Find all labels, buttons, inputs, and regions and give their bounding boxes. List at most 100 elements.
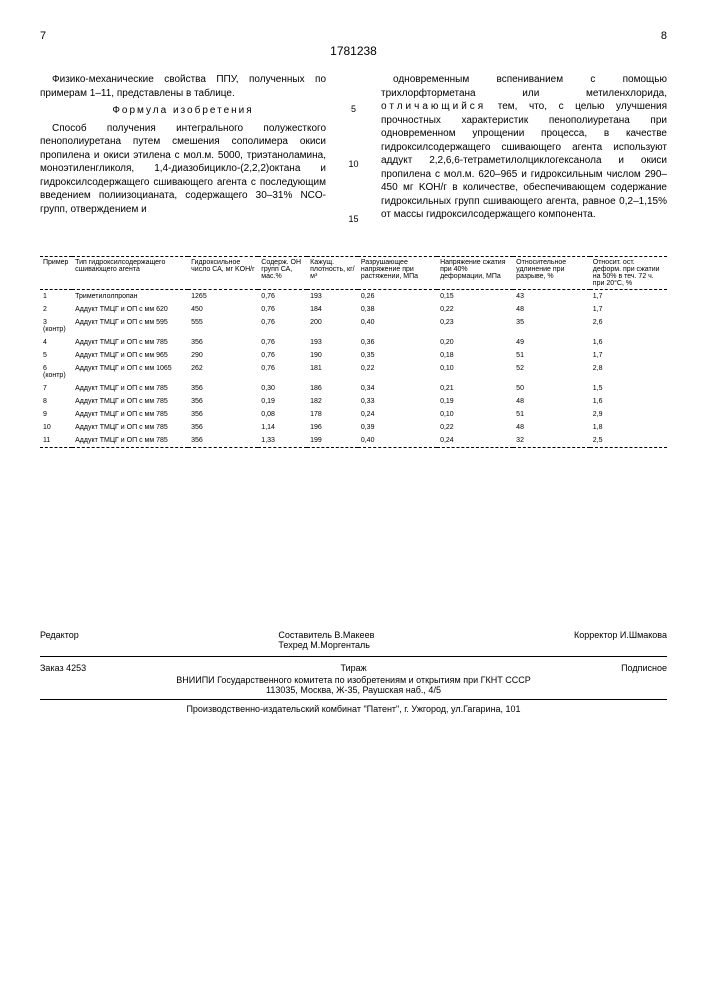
table-cell: 0,22	[437, 303, 513, 316]
table-cell: 48	[513, 395, 590, 408]
table-row: 4Аддукт ТМЦГ и ОП с мм 7853560,761930,36…	[40, 336, 667, 349]
table-cell: 0,08	[258, 408, 307, 421]
table-cell: 6 (контр)	[40, 362, 72, 382]
podpisnoe: Подписное	[621, 663, 667, 673]
col-header: Напряжение сжатия при 40% деформации, МП…	[437, 256, 513, 289]
table-cell: 200	[307, 316, 358, 336]
table-cell: 178	[307, 408, 358, 421]
table-cell: 0,76	[258, 362, 307, 382]
table-cell: 356	[188, 395, 258, 408]
table-cell: 5	[40, 349, 72, 362]
table-cell: 290	[188, 349, 258, 362]
table-cell: 0,19	[437, 395, 513, 408]
table-cell: 190	[307, 349, 358, 362]
table-cell: Аддукт ТМЦГ и ОП с мм 595	[72, 316, 188, 336]
data-table: Пример Тип гидроксилсодержащего сшивающе…	[40, 256, 667, 448]
col-header: Разрушающее напряжение при растяжении, М…	[358, 256, 437, 289]
table-cell: Аддукт ТМЦГ и ОП с мм 785	[72, 336, 188, 349]
table-cell: 9	[40, 408, 72, 421]
table-body: 1Триметилолпропан12650,761930,260,15431,…	[40, 289, 667, 447]
table-cell: Аддукт ТМЦГ и ОП с мм 785	[72, 408, 188, 421]
column-left: Физико-механические свойства ППУ, получе…	[40, 73, 326, 226]
col-header: Кажущ. плотность, кг/м³	[307, 256, 358, 289]
col-header: Относительное удлинение при разрыве, %	[513, 256, 590, 289]
table-cell: 0,40	[358, 316, 437, 336]
table-cell: 51	[513, 349, 590, 362]
table-cell: 0,10	[437, 408, 513, 421]
table-cell: 196	[307, 421, 358, 434]
line-numbers: 5 10 15	[346, 73, 361, 226]
table-cell: 186	[307, 382, 358, 395]
table-cell: 1265	[188, 289, 258, 303]
table-cell: 50	[513, 382, 590, 395]
table-row: 11Аддукт ТМЦГ и ОП с мм 7853561,331990,4…	[40, 434, 667, 448]
table-cell: 0,38	[358, 303, 437, 316]
table-header: Пример Тип гидроксилсодержащего сшивающе…	[40, 256, 667, 289]
table-cell: 2,8	[590, 362, 667, 382]
table-cell: 2,5	[590, 434, 667, 448]
table-cell: 52	[513, 362, 590, 382]
table-cell: Аддукт ТМЦГ и ОП с мм 785	[72, 382, 188, 395]
table-cell: 0,36	[358, 336, 437, 349]
table-cell: 51	[513, 408, 590, 421]
table-row: 1Триметилолпропан12650,761930,260,15431,…	[40, 289, 667, 303]
table-cell: 0,10	[437, 362, 513, 382]
table-cell: 356	[188, 434, 258, 448]
table-cell: 48	[513, 303, 590, 316]
table-cell: 2,6	[590, 316, 667, 336]
table-cell: 43	[513, 289, 590, 303]
table-cell: 262	[188, 362, 258, 382]
table-cell: Аддукт ТМЦГ и ОП с мм 785	[72, 421, 188, 434]
table-cell: 1	[40, 289, 72, 303]
footer: Редактор Составитель В.МакеевТехред М.Мо…	[40, 628, 667, 714]
table-cell: Аддукт ТМЦГ и ОП с мм 965	[72, 349, 188, 362]
table-cell: 0,15	[437, 289, 513, 303]
table-cell: 1,33	[258, 434, 307, 448]
table-cell: 0,76	[258, 316, 307, 336]
table-row: 6 (контр)Аддукт ТМЦГ и ОП с мм 10652620,…	[40, 362, 667, 382]
tirazh: Тираж	[341, 663, 367, 673]
table-cell: 193	[307, 336, 358, 349]
table-cell: 1,6	[590, 336, 667, 349]
table-cell: 48	[513, 421, 590, 434]
table-cell: 8	[40, 395, 72, 408]
page-right: 8	[661, 30, 667, 42]
col-header: Тип гидроксилсодержащего сшивающего аген…	[72, 256, 188, 289]
table-cell: 0,22	[358, 362, 437, 382]
table-cell: 0,35	[358, 349, 437, 362]
table-cell: 184	[307, 303, 358, 316]
table-row: 2Аддукт ТМЦГ и ОП с мм 6204500,761840,38…	[40, 303, 667, 316]
table-cell: 0,76	[258, 349, 307, 362]
table-cell: Аддукт ТМЦГ и ОП с мм 620	[72, 303, 188, 316]
paragraph: Способ получения интегрального полужестк…	[40, 122, 326, 217]
text-columns: Физико-механические свойства ППУ, получе…	[40, 73, 667, 226]
editor-label: Редактор	[40, 630, 79, 650]
paragraph: Физико-механические свойства ППУ, получе…	[40, 73, 326, 100]
table-row: 9Аддукт ТМЦГ и ОП с мм 7853560,081780,24…	[40, 408, 667, 421]
table-cell: 0,23	[437, 316, 513, 336]
table-row: 3 (контр)Аддукт ТМЦГ и ОП с мм 5955550,7…	[40, 316, 667, 336]
col-header: Пример	[40, 256, 72, 289]
table-cell: 0,19	[258, 395, 307, 408]
table-cell: 0,26	[358, 289, 437, 303]
table-cell: 7	[40, 382, 72, 395]
page-numbers: 7 8	[40, 30, 667, 42]
table-cell: 181	[307, 362, 358, 382]
table-cell: 0,24	[437, 434, 513, 448]
table-cell: 0,76	[258, 289, 307, 303]
table-cell: 0,21	[437, 382, 513, 395]
table-cell: 0,30	[258, 382, 307, 395]
col-header: Относит. ост. деформ. при сжатии на 50% …	[590, 256, 667, 289]
table-cell: 1,14	[258, 421, 307, 434]
table-cell: 35	[513, 316, 590, 336]
patent-number: 1781238	[40, 44, 667, 58]
table-cell: 555	[188, 316, 258, 336]
table-cell: 2,9	[590, 408, 667, 421]
page-left: 7	[40, 30, 46, 42]
table-cell: 1,5	[590, 382, 667, 395]
table-cell: 1,6	[590, 395, 667, 408]
table-cell: Триметилолпропан	[72, 289, 188, 303]
paragraph: одновременным вспениванием с помощью три…	[381, 73, 667, 222]
table-cell: 10	[40, 421, 72, 434]
table-row: 5Аддукт ТМЦГ и ОП с мм 9652900,761900,35…	[40, 349, 667, 362]
